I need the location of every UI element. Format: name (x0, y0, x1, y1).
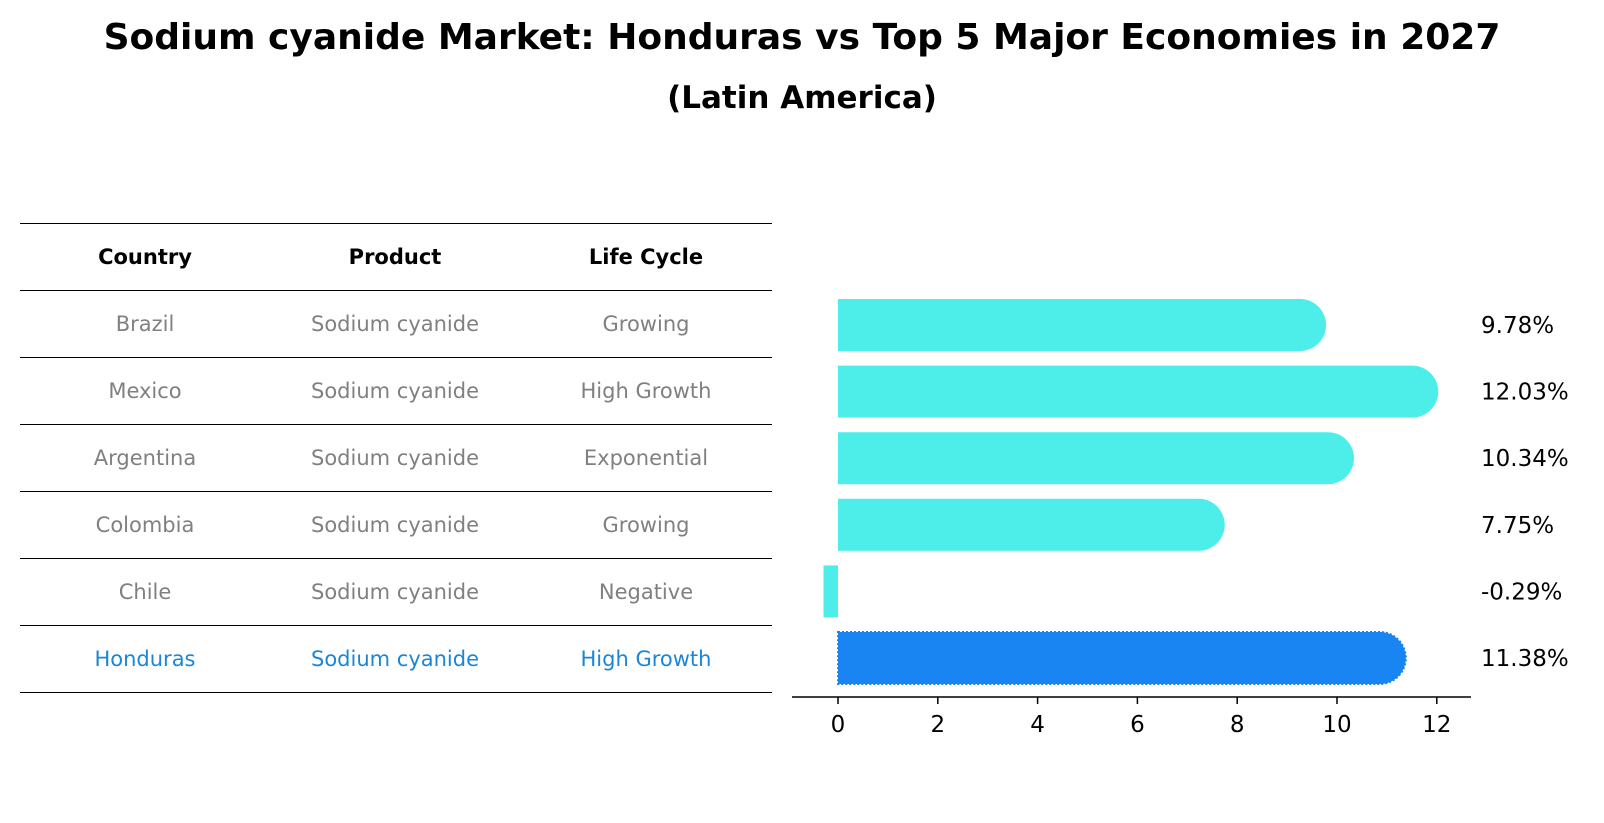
value-label-honduras: 11.38% (1481, 646, 1569, 672)
header-life-cycle: Life Cycle (588, 245, 704, 269)
product-cell: Sodium cyanide (310, 312, 480, 336)
life-cycle-cell: Growing (602, 312, 690, 336)
country-cell: Chile (118, 580, 172, 604)
bar-honduras (837, 631, 1407, 685)
product-cell: Sodium cyanide (310, 647, 480, 671)
value-label-brazil: 9.78% (1481, 313, 1554, 339)
life-cycle-cell: High Growth (580, 379, 712, 403)
table-row-highlighted: Honduras Sodium cyanide High Growth (20, 625, 772, 693)
bar-chile (823, 565, 838, 618)
chart-title: Sodium cyanide Market: Honduras vs Top 5… (103, 17, 1501, 58)
x-tick-label: 10 (1322, 712, 1351, 738)
product-cell: Sodium cyanide (310, 580, 480, 604)
value-label-argentina: 10.34% (1481, 446, 1569, 472)
country-cell: Colombia (95, 513, 195, 537)
header-country: Country (98, 245, 192, 269)
value-label-mexico: 12.03% (1481, 380, 1569, 406)
table-row: Brazil Sodium cyanide Growing (20, 290, 772, 357)
bar-argentina (838, 432, 1354, 485)
country-cell: Mexico (108, 379, 182, 403)
x-tick-label: 6 (1130, 712, 1145, 738)
table-row: Chile Sodium cyanide Negative (20, 558, 772, 625)
value-label-colombia: 7.75% (1481, 513, 1554, 539)
life-cycle-cell: Growing (602, 513, 690, 537)
country-cell: Brazil (115, 312, 175, 336)
x-tick-label: 2 (930, 712, 945, 738)
table-row: Colombia Sodium cyanide Growing (20, 491, 772, 558)
table-row: Argentina Sodium cyanide Exponential (20, 424, 772, 491)
bar-brazil (838, 299, 1327, 351)
life-cycle-cell: Negative (598, 580, 694, 604)
product-cell: Sodium cyanide (310, 513, 480, 537)
table-header-row: Country Product Life Cycle (20, 223, 772, 290)
data-table: Country Product Life Cycle Brazil Sodium… (20, 223, 772, 693)
x-tick-label: 8 (1230, 712, 1245, 738)
bar-colombia (838, 498, 1225, 551)
chart-subtitle: (Latin America) (667, 80, 937, 116)
x-tick-label: 4 (1030, 712, 1045, 738)
country-cell: Honduras (94, 647, 196, 671)
product-cell: Sodium cyanide (310, 379, 480, 403)
x-tick-label: 12 (1422, 712, 1451, 738)
header-product: Product (348, 245, 442, 269)
life-cycle-cell: High Growth (580, 647, 712, 671)
bar-mexico (838, 365, 1439, 418)
table-row: Mexico Sodium cyanide High Growth (20, 357, 772, 424)
value-label-chile: -0.29% (1481, 579, 1562, 605)
life-cycle-cell: Exponential (583, 446, 709, 470)
country-cell: Argentina (93, 446, 197, 470)
x-tick-label: 0 (831, 712, 846, 738)
product-cell: Sodium cyanide (310, 446, 480, 470)
